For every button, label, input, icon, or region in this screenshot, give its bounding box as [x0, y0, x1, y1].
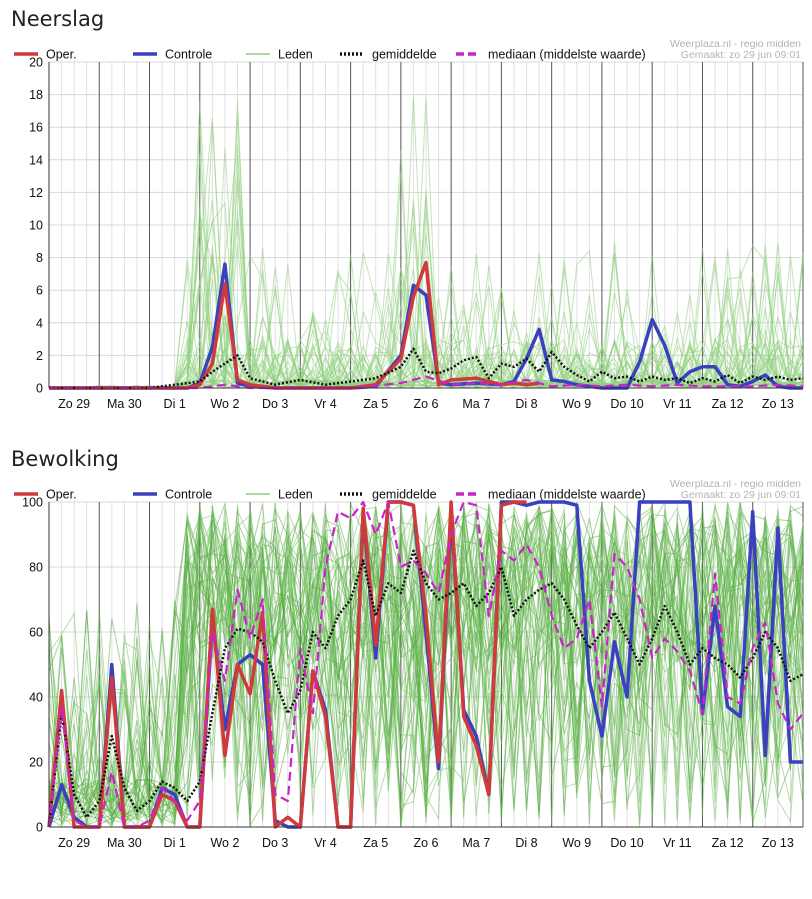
x-tick-label: Zo 6: [413, 836, 438, 850]
y-tick-label: 8: [36, 251, 43, 265]
legend-label: Leden: [278, 48, 313, 62]
ensemble-member-line: [48, 510, 804, 825]
y-tick-label: 20: [29, 756, 43, 770]
ensemble-member-line: [48, 506, 804, 826]
legend-label: mediaan (middelste waarde): [488, 488, 646, 502]
y-tick-label: 0: [36, 382, 43, 396]
legend-label: gemiddelde: [372, 488, 437, 502]
y-tick-label: 0: [36, 821, 43, 835]
gemiddelde-series-line: [47, 549, 804, 828]
x-tick-label: Wo 2: [210, 836, 239, 850]
legend-label: Leden: [278, 488, 313, 502]
y-tick-label: 6: [36, 284, 43, 298]
y-tick-label: 100: [22, 496, 43, 510]
y-tick-label: 10: [29, 219, 43, 233]
x-tick-label: Zo 13: [762, 397, 794, 411]
mediaan-series-line: [49, 375, 804, 390]
ensemble-member-line: [48, 503, 804, 827]
x-tick-label: Za 5: [363, 836, 388, 850]
bewolking-panel: Bewolking Oper. Controle Leden gemiddelde me…: [0, 440, 812, 859]
x-tick-label: Za 12: [712, 836, 744, 850]
x-tick-label: Di 1: [164, 836, 186, 850]
x-tick-label: Do 10: [610, 836, 643, 850]
chart-title: Bewolking: [11, 447, 119, 471]
y-tick-label: 80: [29, 561, 43, 575]
x-tick-label: Zo 29: [58, 836, 90, 850]
x-tick-label: Ma 7: [462, 397, 490, 411]
created-label: Gemaakt: zo 29 jun 09:01: [681, 489, 801, 501]
legend-label: Controle: [165, 488, 212, 502]
neerslag-panel: Neerslag Oper. Controle Leden gemiddelde med…: [0, 0, 812, 430]
legend-label: Oper.: [46, 488, 77, 502]
source-label: Weerplaza.nl - regio midden: [670, 480, 801, 490]
x-tick-label: Zo 13: [762, 836, 794, 850]
chart-title: Neerslag: [11, 7, 105, 31]
y-tick-label: 60: [29, 626, 43, 640]
x-tick-label: Wo 2: [210, 397, 239, 411]
x-tick-label: Vr 11: [663, 397, 692, 411]
x-tick-label: Ma 30: [107, 397, 142, 411]
x-tick-label: Do 10: [610, 397, 643, 411]
x-tick-label: Di 8: [515, 836, 537, 850]
legend-label: mediaan (middelste waarde): [488, 48, 646, 62]
neerslag-chart: Oper. Controle Leden gemiddelde mediaan (mid…: [14, 40, 804, 411]
y-tick-label: 40: [29, 691, 43, 705]
ensemble-member-line: [48, 500, 804, 824]
created-label: Gemaakt: zo 29 jun 09:01: [681, 49, 801, 61]
x-tick-label: Vr 4: [314, 397, 337, 411]
x-tick-label: Ma 7: [462, 836, 490, 850]
x-tick-label: Di 8: [515, 397, 537, 411]
ensemble-member-line: [48, 512, 804, 828]
x-tick-label: Zo 29: [58, 397, 90, 411]
x-tick-label: Vr 4: [314, 836, 337, 850]
source-label: Weerplaza.nl - regio midden: [670, 40, 801, 50]
y-tick-label: 12: [29, 186, 43, 200]
legend-label: Oper.: [46, 48, 77, 62]
x-tick-label: Ma 30: [107, 836, 142, 850]
x-tick-label: Di 1: [164, 397, 186, 411]
y-tick-label: 4: [36, 316, 43, 330]
ensemble-member-line: [48, 505, 804, 825]
gemiddelde-series-line: [49, 347, 804, 390]
x-tick-label: Do 3: [262, 397, 288, 411]
x-tick-label: Za 5: [363, 397, 388, 411]
x-tick-label: Wo 9: [562, 397, 591, 411]
y-tick-label: 2: [36, 349, 43, 363]
y-tick-label: 20: [29, 56, 43, 70]
legend-label: Controle: [165, 48, 212, 62]
x-tick-label: Do 3: [262, 836, 288, 850]
x-tick-label: Zo 6: [413, 397, 438, 411]
ensemble-member-line: [48, 508, 804, 825]
x-tick-label: Vr 11: [663, 836, 692, 850]
x-tick-label: Wo 9: [562, 836, 591, 850]
y-tick-label: 16: [29, 121, 43, 135]
mediaan-series-line: [47, 500, 804, 829]
x-tick-label: Za 12: [712, 397, 744, 411]
bewolking-chart: Oper. Controle Leden gemiddelde mediaan (mid…: [14, 480, 804, 850]
legend-label: gemiddelde: [372, 48, 437, 62]
y-tick-label: 18: [29, 88, 43, 102]
y-tick-label: 14: [29, 153, 43, 167]
